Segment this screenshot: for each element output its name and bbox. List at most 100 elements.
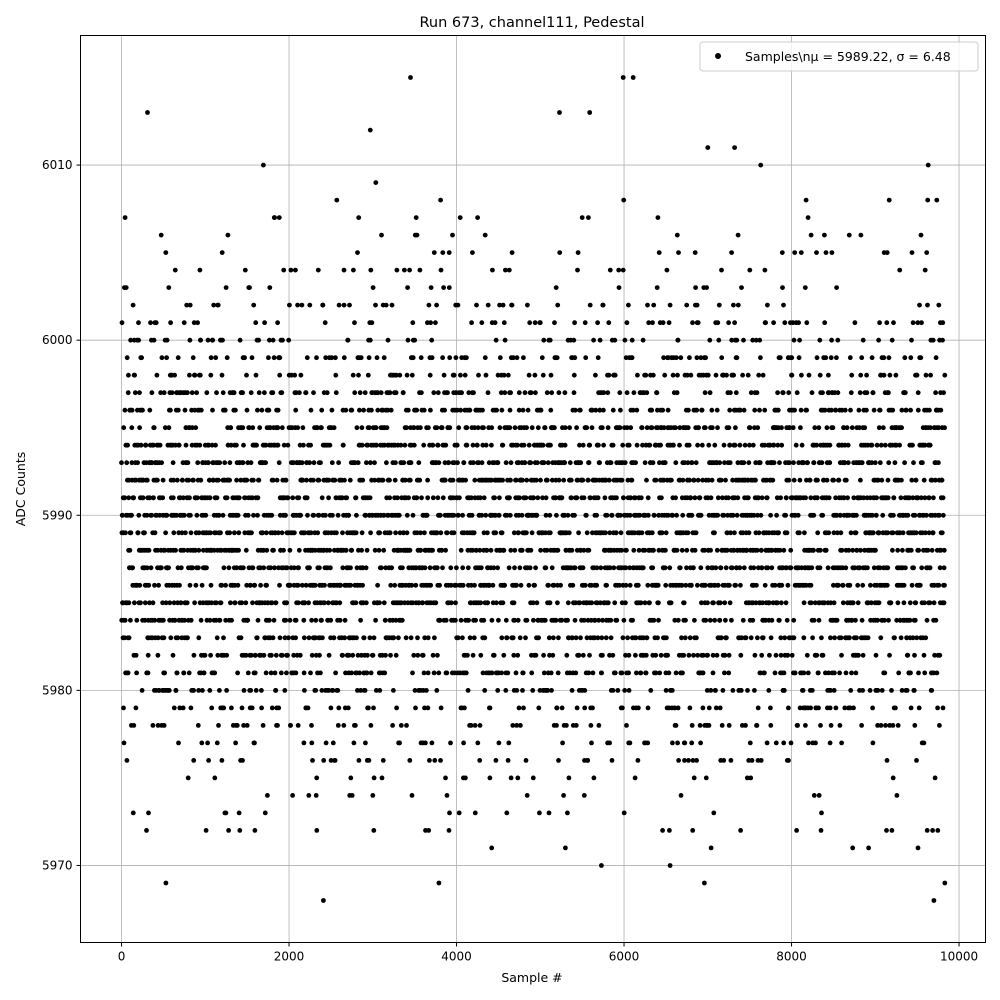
- data-point: [572, 320, 577, 326]
- data-point: [528, 460, 534, 466]
- data-point: [219, 582, 225, 588]
- data-point: [248, 688, 254, 693]
- data-point: [323, 355, 329, 361]
- data-point: [187, 372, 192, 378]
- data-point: [517, 565, 523, 571]
- data-point: [454, 442, 460, 448]
- data-point: [420, 600, 426, 606]
- data-point: [168, 320, 174, 326]
- data-point: [487, 775, 493, 781]
- data-point: [393, 530, 398, 536]
- data-point: [565, 617, 570, 623]
- data-point: [184, 302, 190, 308]
- data-point: [933, 355, 939, 361]
- data-point: [927, 565, 933, 571]
- data-point: [912, 512, 918, 518]
- data-point: [159, 565, 164, 571]
- data-point: [274, 477, 280, 483]
- data-point: [284, 670, 289, 676]
- data-point: [302, 600, 308, 606]
- data-point: [226, 565, 232, 571]
- data-point: [359, 530, 365, 536]
- data-point: [734, 355, 740, 361]
- data-point: [538, 477, 543, 483]
- data-point: [902, 355, 908, 361]
- data-point: [444, 530, 450, 536]
- data-point: [754, 723, 760, 728]
- data-point: [777, 460, 782, 466]
- data-point: [214, 390, 219, 396]
- data-point: [428, 320, 433, 326]
- data-point: [480, 670, 486, 676]
- data-point: [860, 337, 866, 343]
- data-point: [649, 407, 655, 413]
- data-point: [328, 617, 334, 623]
- data-point: [532, 372, 538, 378]
- data-point: [464, 425, 470, 431]
- data-point: [366, 425, 372, 431]
- data-point: [562, 512, 567, 518]
- data-point: [632, 775, 638, 781]
- data-point: [785, 582, 791, 588]
- data-point: [155, 635, 161, 641]
- data-point: [741, 460, 747, 466]
- data-point: [438, 758, 443, 763]
- data-point: [155, 652, 161, 658]
- data-point: [806, 372, 812, 378]
- data-point: [676, 250, 681, 256]
- data-point: [837, 670, 842, 676]
- data-point: [640, 565, 646, 571]
- data-point: [721, 512, 727, 518]
- data-point: [924, 828, 930, 833]
- data-point: [472, 477, 478, 483]
- data-point: [824, 425, 830, 431]
- data-point: [220, 337, 225, 343]
- data-point: [726, 652, 732, 658]
- data-point: [333, 372, 339, 378]
- data-point: [293, 670, 299, 676]
- data-point: [803, 197, 809, 203]
- data-point: [456, 512, 461, 518]
- data-point: [792, 670, 798, 676]
- data-point: [467, 635, 473, 641]
- data-point: [852, 320, 858, 326]
- data-point: [253, 688, 259, 693]
- data-point: [463, 670, 469, 676]
- data-point: [214, 740, 220, 746]
- data-point: [582, 688, 588, 693]
- data-point: [122, 617, 128, 623]
- data-point: [155, 477, 160, 483]
- data-point: [556, 477, 562, 483]
- data-point: [673, 495, 678, 501]
- data-point: [673, 460, 679, 466]
- data-point: [848, 688, 854, 693]
- data-point: [847, 355, 853, 361]
- data-point: [351, 267, 356, 273]
- data-point: [816, 793, 822, 798]
- data-point: [833, 407, 839, 413]
- data-point: [256, 477, 262, 483]
- data-point: [403, 635, 409, 641]
- data-point: [631, 390, 637, 396]
- data-point: [447, 425, 453, 431]
- data-point: [664, 635, 669, 641]
- data-point: [849, 425, 855, 431]
- data-point: [515, 775, 521, 781]
- data-point: [472, 810, 478, 816]
- data-point: [664, 267, 670, 273]
- data-point: [740, 617, 746, 623]
- data-point: [854, 635, 859, 641]
- data-point: [309, 740, 315, 746]
- data-point: [614, 617, 620, 623]
- data-point: [408, 75, 413, 80]
- data-point: [769, 617, 775, 623]
- data-point: [323, 740, 329, 746]
- data-point: [630, 407, 636, 413]
- data-point: [196, 530, 202, 536]
- data-point: [665, 652, 670, 658]
- data-point: [301, 740, 307, 746]
- data-point: [831, 688, 837, 693]
- data-point: [822, 600, 827, 606]
- data-point: [510, 723, 516, 728]
- data-point: [879, 477, 885, 483]
